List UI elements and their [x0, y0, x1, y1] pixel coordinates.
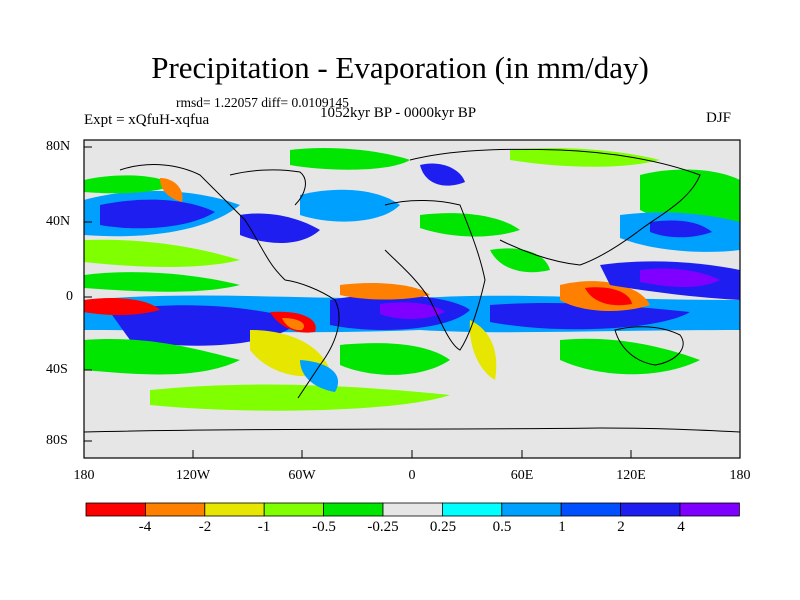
colorbar-swatch: [144, 502, 206, 517]
coast-antarctica: [84, 427, 740, 433]
field-blob: [84, 339, 240, 375]
lon-ticks: [83, 450, 741, 458]
coast-north-america-east: [229, 169, 306, 206]
lon-label-60e: 60E: [510, 468, 534, 483]
colorbar-label: 0.25: [429, 519, 457, 535]
field-blob: [585, 287, 632, 306]
field-blob: [469, 320, 497, 380]
colorbar-label: -0.5: [312, 519, 336, 535]
colorbar-label: 1: [558, 519, 566, 535]
field-blob: [84, 239, 240, 267]
lon-label-120e: 120E: [616, 468, 646, 483]
field-blob: [420, 213, 520, 237]
field-blob: [290, 148, 410, 170]
lat-ticks: [84, 146, 92, 442]
page-title: Precipitation - Evaporation (in mm/day): [151, 50, 649, 85]
field-blob: [84, 298, 160, 316]
colorbar-swatch: [501, 502, 562, 517]
lat-label-40n: 40N: [46, 214, 71, 229]
field-blob: [340, 283, 430, 300]
field-blob: [300, 189, 400, 222]
map-field: [84, 140, 740, 458]
field-blob: [84, 175, 175, 194]
colorbar-label: 0.5: [492, 519, 512, 535]
lat-label-0: 0: [66, 289, 73, 304]
season-label: DJF: [706, 110, 732, 126]
field-blob: [650, 220, 712, 238]
field-blob: [84, 272, 240, 292]
lon-label-120w: 120W: [175, 468, 211, 483]
period-label: 1052kyr BP - 0000kyr BP: [320, 105, 477, 121]
experiment-label: Expt = xQfuH-xqfua: [84, 112, 210, 128]
field-blob: [640, 268, 720, 287]
field-blob: [240, 213, 320, 244]
lon-label-0: 0: [408, 468, 416, 483]
coast-north-america: [119, 164, 286, 281]
colorbar-label: -0.25: [367, 519, 399, 535]
field-blob: [282, 318, 304, 331]
field-blob: [380, 302, 445, 319]
field-blob: [490, 302, 690, 330]
colorbar-swatch: [679, 502, 740, 517]
field-blob: [560, 338, 700, 375]
lon-label-60w: 60W: [288, 468, 316, 483]
field-blob: [100, 199, 215, 229]
lat-label-80n: 80N: [46, 139, 71, 154]
colorbar-swatch: [263, 502, 325, 517]
colorbar-label: 4: [677, 519, 685, 535]
colorbar-swatch: [85, 502, 146, 517]
coastlines: [84, 148, 740, 433]
field-blob: [510, 148, 660, 167]
field-blob: [150, 384, 450, 411]
colorbar-swatch: [382, 502, 443, 517]
colorbar-swatch: [323, 502, 384, 517]
field-blob: [160, 178, 183, 202]
coast-australia: [614, 326, 684, 366]
colorbar-label: -2: [198, 519, 212, 535]
coast-south-america: [284, 279, 340, 399]
field-blob: [420, 163, 465, 186]
colorbar-label: -1: [257, 519, 271, 535]
coast-africa: [384, 199, 486, 351]
rmsd-diff-stats: rmsd= 1.22057 diff= 0.0109145: [176, 95, 349, 110]
colorbar-swatch: [620, 502, 681, 517]
colorbar-label: 2: [617, 519, 625, 535]
coast-eurasia: [409, 148, 701, 266]
lat-label-80s: 80S: [46, 433, 68, 448]
lon-label-180w: 180: [73, 468, 95, 483]
colorbar: [85, 502, 740, 517]
field-blob: [300, 360, 339, 392]
field-blob: [340, 343, 450, 375]
lon-label-180e: 180: [729, 468, 751, 483]
colorbar-swatch: [204, 502, 265, 517]
colorbar-label: -4: [138, 519, 152, 535]
colorbar-swatch: [560, 502, 622, 517]
colorbar-swatch: [441, 502, 503, 517]
lat-label-40s: 40S: [46, 362, 68, 377]
